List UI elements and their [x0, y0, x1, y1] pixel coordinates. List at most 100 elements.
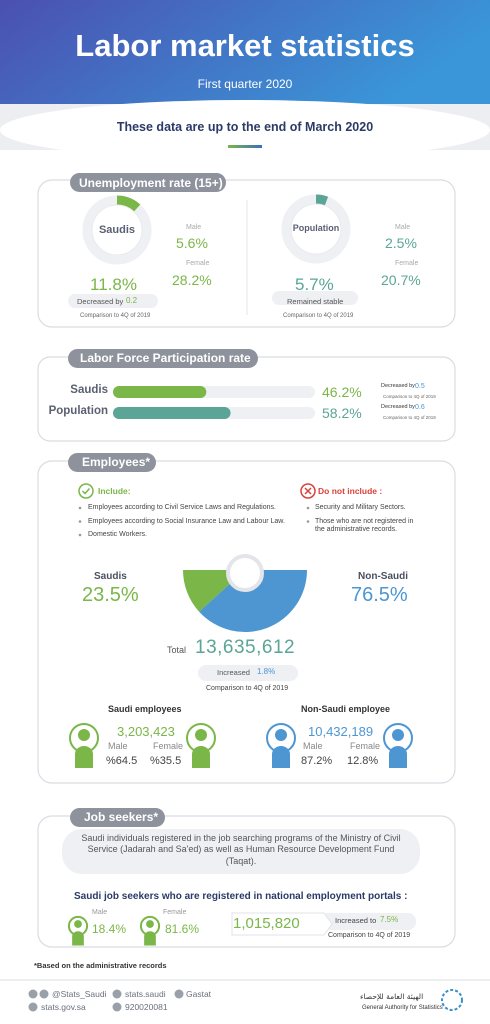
footer-link: @Stats_Saudi [52, 989, 107, 999]
comparison: Comparison to 4Q of 2019 [80, 313, 151, 319]
bullet [78, 506, 82, 510]
description: Saudi individuals registered in the job … [81, 833, 401, 866]
subtitle: Saudi job seekers who are registered in … [74, 891, 408, 902]
share: 76.5% [351, 584, 408, 606]
section-title: Job seekers* [84, 810, 159, 824]
footer-link: stats.saudi [125, 989, 166, 999]
change-value: 0.5 [415, 383, 425, 390]
comparison: Comparison to 4Q of 2019 [383, 415, 436, 420]
row-label: Population [48, 405, 108, 417]
include-item: Domestic Workers. [88, 531, 147, 538]
count: 3,203,423 [117, 724, 175, 739]
rate: 11.8% [90, 275, 137, 294]
change-pill [198, 665, 298, 681]
section-title: Labor Force Participation rate [80, 351, 251, 365]
person-head [275, 729, 287, 741]
person-head [74, 920, 82, 928]
divider [228, 145, 262, 148]
social-icon [39, 989, 49, 999]
rate: 46.2% [322, 384, 362, 400]
social-icon [28, 1002, 38, 1012]
change: Decreased by [381, 383, 415, 389]
rate: 5.7% [295, 275, 334, 294]
total-label: Total [167, 645, 187, 655]
row-label: Saudis [70, 384, 108, 396]
comparison: Comparison to 4Q of 2019 [383, 394, 436, 399]
section-pill [68, 349, 258, 368]
value: 87.2% [301, 755, 333, 767]
check-icon [78, 483, 94, 499]
include-item: Employees according to Civil Service Law… [88, 504, 276, 511]
bullet [306, 506, 310, 510]
value: 81.6% [165, 922, 200, 936]
check-icon [81, 487, 91, 495]
social-icon [112, 1002, 122, 1012]
change-value: 7.5% [380, 915, 399, 924]
social-icon [28, 989, 38, 999]
person-body [75, 746, 93, 768]
change-value: 1.8% [257, 667, 276, 676]
pie-slice [199, 570, 307, 632]
group-title: Non-Saudi employee [301, 704, 391, 714]
footer-link: stats.gov.sa [41, 1002, 86, 1012]
person-head [146, 920, 154, 928]
footer-link: Gastat [186, 989, 212, 999]
count: 10,432,189 [308, 724, 374, 739]
description-box [62, 829, 420, 874]
change: Decreased by [381, 404, 415, 410]
gauge-arc [315, 194, 329, 206]
person-body [192, 746, 210, 768]
header-curve [0, 100, 490, 160]
social-icon [174, 989, 184, 999]
cross-icon [304, 487, 312, 495]
person-body [144, 931, 156, 946]
value: 2.5% [385, 235, 417, 251]
change-value: 0.6 [415, 404, 425, 411]
social-icon [112, 989, 122, 999]
label: Male [395, 224, 411, 231]
change-pill [68, 294, 158, 308]
title: Labor market statistics [75, 28, 415, 63]
group-title: Saudi employees [108, 704, 182, 714]
pie-center [226, 554, 264, 592]
label: Non-Saudi [358, 571, 408, 582]
bullet [306, 520, 310, 523]
person-head [195, 729, 207, 741]
org-arabic: الهيئة العامة للإحصاء [360, 992, 424, 1001]
note: These data are up to the end of March 20… [116, 120, 374, 134]
label: Female [350, 741, 381, 751]
section-pill [68, 453, 156, 472]
label: Saudis [94, 571, 127, 582]
comparison: Comparison to 4Q of 2019 [328, 932, 411, 939]
gauge-inner [91, 204, 143, 256]
person-body [72, 931, 84, 946]
footer-link: 920020081 [125, 1002, 168, 1012]
count-box [231, 912, 333, 936]
person-body [272, 746, 290, 768]
include-item: Employees according to Social Insurance … [88, 517, 285, 525]
header-bg [0, 0, 490, 104]
comparison: Comparison to 4Q of 2019 [206, 685, 289, 692]
bar [113, 386, 207, 398]
subtitle: First quarter 2020 [197, 77, 293, 91]
change: Increased to [335, 916, 377, 925]
value: 12.8% [347, 755, 379, 767]
exclude-item: Security and Military Sectors. [315, 504, 406, 511]
label: Male [108, 741, 128, 751]
label: Male [186, 224, 202, 231]
total: 1,015,820 [233, 915, 300, 932]
org: General Authority for Statistics [362, 1005, 443, 1011]
label: Female [163, 909, 187, 916]
label: Male [303, 741, 323, 751]
label: Female [153, 741, 184, 751]
label: Female [395, 260, 419, 267]
change-pill [272, 291, 358, 305]
gauge-label: Saudis [98, 224, 136, 236]
value: 20.7% [381, 272, 421, 288]
cross-icon [300, 483, 316, 499]
bullet [78, 533, 82, 537]
change: Remained stable [287, 297, 344, 306]
share: 23.5% [82, 584, 139, 606]
change-pill [320, 913, 416, 930]
